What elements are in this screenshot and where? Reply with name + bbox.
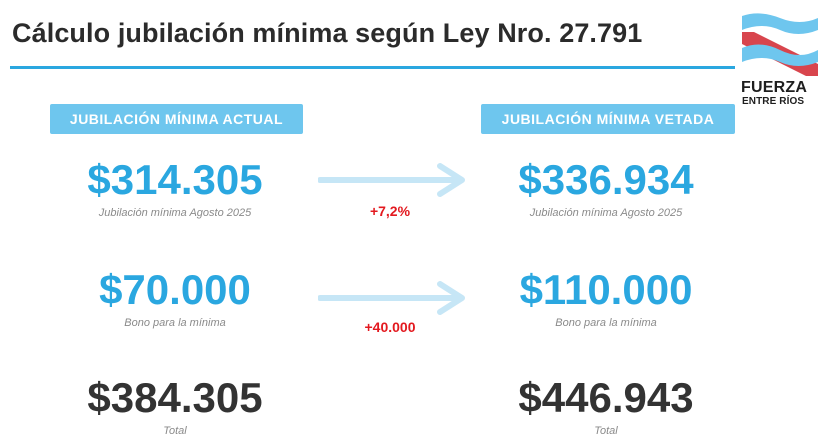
arrow-right-icon	[318, 163, 465, 197]
bonus-delta: +40.000	[364, 319, 416, 335]
current-total-amount: $384.305	[87, 374, 263, 421]
logo-text-fuerza: FUERZA	[741, 79, 808, 96]
current-bonus-caption: Bono para la mínima	[124, 317, 226, 329]
vetoed-pension-header: JUBILACIÓN MÍNIMA VETADA	[481, 104, 735, 134]
title-underline	[10, 66, 735, 69]
logo-text-entre-rios: ENTRE RÍOS	[742, 96, 805, 107]
current-pension-header: JUBILACIÓN MÍNIMA ACTUAL	[50, 104, 303, 134]
vetoed-bonus-amount: $110.000	[519, 266, 693, 313]
current-bonus-amount: $70.000	[99, 266, 251, 313]
current-pension-amount: $314.305	[87, 156, 263, 203]
vetoed-total-amount: $446.943	[518, 374, 694, 421]
current-total-caption: Total	[163, 425, 187, 437]
fuerza-entre-rios-logo: FUERZA ENTRE RÍOS	[738, 12, 818, 108]
pension-delta: +7,2%	[369, 203, 411, 219]
page-title: Cálculo jubilación mínima según Ley Nro.…	[12, 18, 643, 48]
current-pension-caption: Jubilación mínima Agosto 2025	[98, 207, 252, 219]
vetoed-pension-amount: $336.934	[518, 156, 694, 203]
flag-icon	[742, 13, 818, 76]
vetoed-pension-caption: Jubilación mínima Agosto 2025	[529, 207, 683, 219]
vetoed-bonus-caption: Bono para la mínima	[555, 317, 657, 329]
vetoed-total-caption: Total	[594, 425, 618, 437]
arrow-right-icon	[318, 281, 465, 315]
